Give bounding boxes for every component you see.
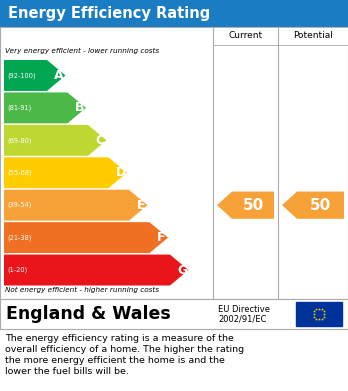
Text: Very energy efficient - lower running costs: Very energy efficient - lower running co… — [5, 48, 159, 54]
Polygon shape — [4, 190, 148, 221]
Text: Potential: Potential — [293, 32, 333, 41]
Text: lower the fuel bills will be.: lower the fuel bills will be. — [5, 367, 129, 376]
Text: F: F — [157, 231, 166, 244]
Text: 2002/91/EC: 2002/91/EC — [218, 314, 266, 323]
Text: (39-54): (39-54) — [7, 202, 31, 208]
Text: E: E — [137, 199, 145, 212]
Polygon shape — [217, 192, 274, 219]
Bar — [0, 0, 348, 27]
Text: (21-38): (21-38) — [7, 234, 31, 241]
Text: 50: 50 — [310, 198, 331, 213]
Text: Energy Efficiency Rating: Energy Efficiency Rating — [8, 6, 210, 21]
Text: (1-20): (1-20) — [7, 267, 27, 273]
Text: D: D — [116, 166, 126, 179]
Text: Current: Current — [228, 32, 262, 41]
Bar — [296, 302, 342, 326]
Text: Not energy efficient - higher running costs: Not energy efficient - higher running co… — [5, 287, 159, 293]
Bar — [0, 27, 348, 299]
Text: (81-91): (81-91) — [7, 105, 31, 111]
Polygon shape — [282, 192, 344, 219]
Bar — [0, 299, 348, 329]
Text: The energy efficiency rating is a measure of the: The energy efficiency rating is a measur… — [5, 334, 234, 343]
Text: G: G — [177, 264, 187, 276]
Polygon shape — [4, 157, 127, 188]
Polygon shape — [4, 255, 189, 285]
Text: overall efficiency of a home. The higher the rating: overall efficiency of a home. The higher… — [5, 345, 244, 354]
Text: B: B — [75, 101, 84, 115]
Polygon shape — [4, 60, 65, 91]
Text: A: A — [54, 69, 64, 82]
Text: (92-100): (92-100) — [7, 72, 35, 79]
Text: (69-80): (69-80) — [7, 137, 32, 143]
Text: the more energy efficient the home is and the: the more energy efficient the home is an… — [5, 356, 225, 365]
Bar — [213, 27, 278, 45]
Text: (55-68): (55-68) — [7, 170, 32, 176]
Text: 50: 50 — [242, 198, 263, 213]
Polygon shape — [4, 125, 106, 156]
Polygon shape — [4, 222, 168, 253]
Polygon shape — [4, 92, 86, 123]
Text: EU Directive: EU Directive — [218, 305, 270, 314]
Text: England & Wales: England & Wales — [6, 305, 171, 323]
Text: C: C — [95, 134, 104, 147]
Bar — [278, 27, 348, 45]
